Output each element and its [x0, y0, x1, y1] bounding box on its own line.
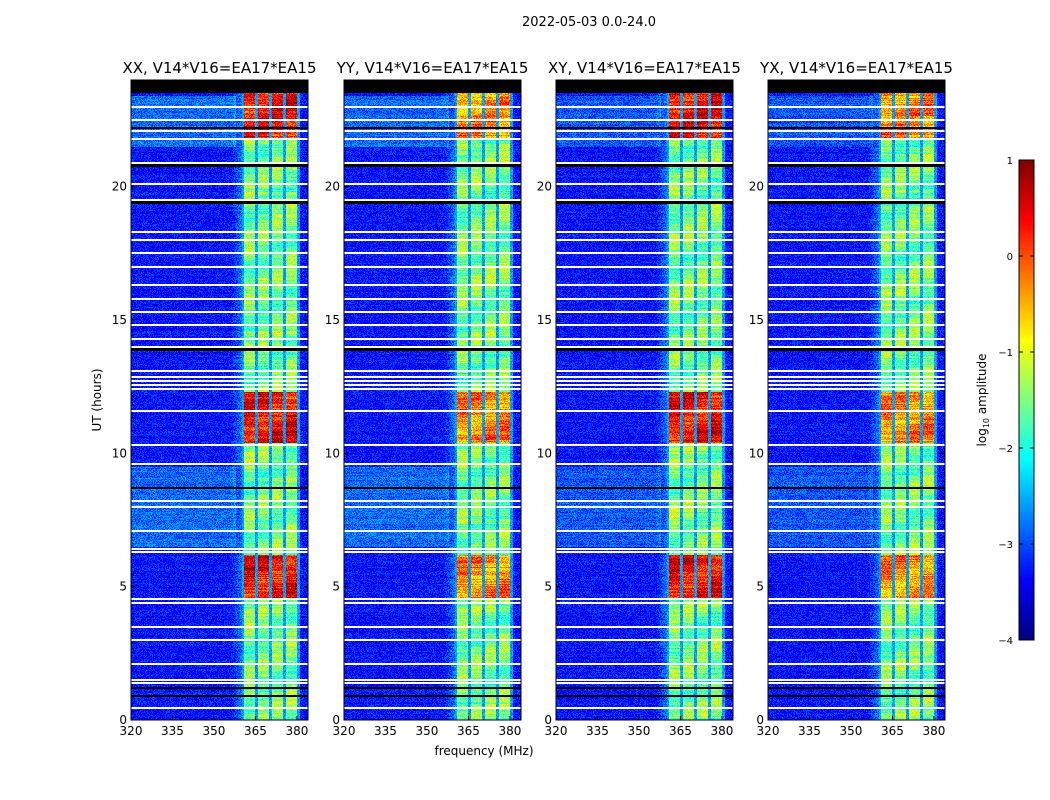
x-tick-label: 335 [586, 724, 609, 738]
y-tick-label: 5 [332, 580, 340, 594]
y-tick-label: 10 [749, 446, 764, 460]
waterfall-heatmap-cross-3 [768, 80, 945, 720]
y-tick-label: 0 [756, 713, 764, 727]
y-tick-label: 15 [749, 313, 764, 327]
x-tick-label: 365 [669, 724, 692, 738]
waterfall-heatmap-parallel-1 [344, 80, 521, 720]
colorbar-tick-label: −2 [998, 444, 1013, 455]
x-tick-label: 335 [161, 724, 184, 738]
panel-title-3: YX, V14*V16=EA17*EA15 [759, 59, 953, 77]
y-tick-label: 5 [119, 580, 127, 594]
y-tick-label: 15 [325, 313, 340, 327]
waterfall-heatmap-parallel-0 [131, 80, 308, 720]
y-tick-label: 10 [325, 446, 340, 460]
x-tick-label: 350 [416, 724, 439, 738]
x-tick-label: 380 [498, 724, 521, 738]
x-tick-label: 335 [374, 724, 397, 738]
waterfall-heatmap-cross-2 [556, 80, 733, 720]
x-axis-label: frequency (MHz) [434, 744, 533, 758]
colorbar [1019, 160, 1034, 640]
y-tick-label: 10 [537, 446, 552, 460]
colorbar-label: log10 amplitude [975, 354, 991, 447]
panel-title-0: XX, V14*V16=EA17*EA15 [122, 59, 316, 77]
y-tick-label: 0 [119, 713, 127, 727]
x-tick-label: 320 [545, 724, 568, 738]
x-tick-label: 350 [203, 724, 226, 738]
x-tick-label: 365 [881, 724, 904, 738]
panel-frame-3 [767, 79, 946, 721]
x-tick-label: 335 [798, 724, 821, 738]
x-tick-label: 320 [333, 724, 356, 738]
y-tick-label: 15 [112, 313, 127, 327]
y-tick-label: 0 [544, 713, 552, 727]
y-tick-label: 20 [749, 180, 764, 194]
y-tick-label: 0 [332, 713, 340, 727]
x-tick-label: 380 [710, 724, 733, 738]
colorbar-tick-label: −1 [998, 348, 1013, 359]
x-tick-label: 380 [922, 724, 945, 738]
x-tick-label: 350 [628, 724, 651, 738]
colorbar-tick-label: −4 [998, 636, 1013, 647]
figure-title: 2022-05-03 0.0-24.0 [522, 15, 656, 30]
x-tick-label: 365 [244, 724, 267, 738]
colorbar-tick-label: −3 [998, 540, 1013, 551]
panel-title-1: YY, V14*V16=EA17*EA15 [336, 59, 529, 77]
y-tick-label: 5 [756, 580, 764, 594]
x-tick-label: 320 [120, 724, 143, 738]
x-tick-label: 365 [457, 724, 480, 738]
colorbar-tick-label: 0 [1007, 252, 1013, 263]
colorbar-frame [1018, 159, 1035, 641]
panel-frame-2 [555, 79, 734, 721]
panel-title-2: XY, V14*V16=EA17*EA15 [548, 59, 741, 77]
x-tick-label: 350 [840, 724, 863, 738]
x-tick-label: 380 [285, 724, 308, 738]
y-axis-label: UT (hours) [90, 368, 104, 431]
panel-frame-0 [130, 79, 309, 721]
y-tick-label: 10 [112, 446, 127, 460]
y-tick-label: 15 [537, 313, 552, 327]
y-tick-label: 5 [544, 580, 552, 594]
x-tick-label: 320 [757, 724, 780, 738]
y-tick-label: 20 [325, 180, 340, 194]
y-tick-label: 20 [537, 180, 552, 194]
colorbar-tick-label: 1 [1007, 156, 1013, 167]
panel-frame-1 [343, 79, 522, 721]
y-tick-label: 20 [112, 180, 127, 194]
